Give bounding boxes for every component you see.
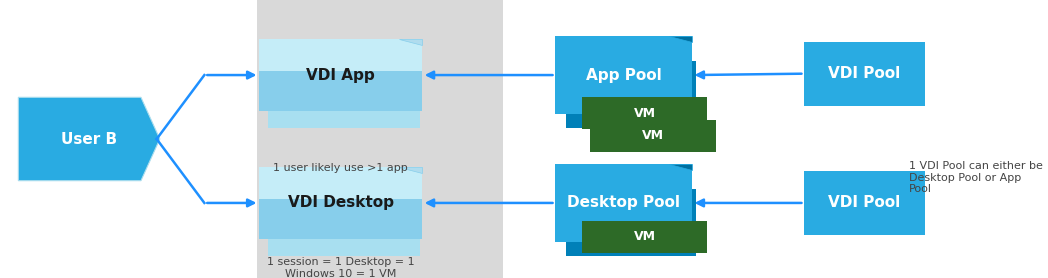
FancyBboxPatch shape bbox=[582, 97, 707, 129]
Polygon shape bbox=[669, 36, 692, 42]
FancyBboxPatch shape bbox=[555, 36, 692, 114]
Text: Desktop Pool: Desktop Pool bbox=[567, 195, 680, 210]
Text: VM: VM bbox=[634, 230, 655, 244]
Text: 1 user likely use >1 app: 1 user likely use >1 app bbox=[274, 163, 408, 173]
Text: VM: VM bbox=[642, 129, 663, 142]
FancyBboxPatch shape bbox=[566, 61, 696, 128]
FancyBboxPatch shape bbox=[260, 39, 421, 71]
FancyBboxPatch shape bbox=[260, 39, 421, 111]
FancyBboxPatch shape bbox=[804, 171, 924, 235]
Text: 1 VDI Pool can either be
Desktop Pool or App
Pool: 1 VDI Pool can either be Desktop Pool or… bbox=[909, 161, 1043, 194]
Text: VDI Pool: VDI Pool bbox=[829, 66, 900, 81]
FancyBboxPatch shape bbox=[555, 164, 692, 242]
Text: VDI App: VDI App bbox=[306, 68, 375, 83]
FancyBboxPatch shape bbox=[268, 195, 419, 256]
FancyBboxPatch shape bbox=[566, 189, 696, 256]
Polygon shape bbox=[669, 164, 692, 170]
Polygon shape bbox=[398, 167, 421, 173]
FancyBboxPatch shape bbox=[257, 0, 503, 278]
Text: User B: User B bbox=[61, 131, 117, 147]
Text: VDI Desktop: VDI Desktop bbox=[287, 195, 394, 210]
FancyBboxPatch shape bbox=[582, 221, 707, 253]
FancyBboxPatch shape bbox=[268, 67, 419, 128]
Text: VDI Pool: VDI Pool bbox=[829, 195, 900, 210]
FancyBboxPatch shape bbox=[260, 167, 421, 239]
Text: VM: VM bbox=[634, 107, 655, 120]
Text: 1 session = 1 Desktop = 1
Windows 10 = 1 VM: 1 session = 1 Desktop = 1 Windows 10 = 1… bbox=[267, 257, 414, 278]
Text: App Pool: App Pool bbox=[586, 68, 661, 83]
Polygon shape bbox=[19, 97, 160, 181]
Polygon shape bbox=[398, 39, 421, 45]
FancyBboxPatch shape bbox=[590, 120, 716, 152]
FancyBboxPatch shape bbox=[260, 167, 421, 199]
FancyBboxPatch shape bbox=[804, 42, 924, 106]
